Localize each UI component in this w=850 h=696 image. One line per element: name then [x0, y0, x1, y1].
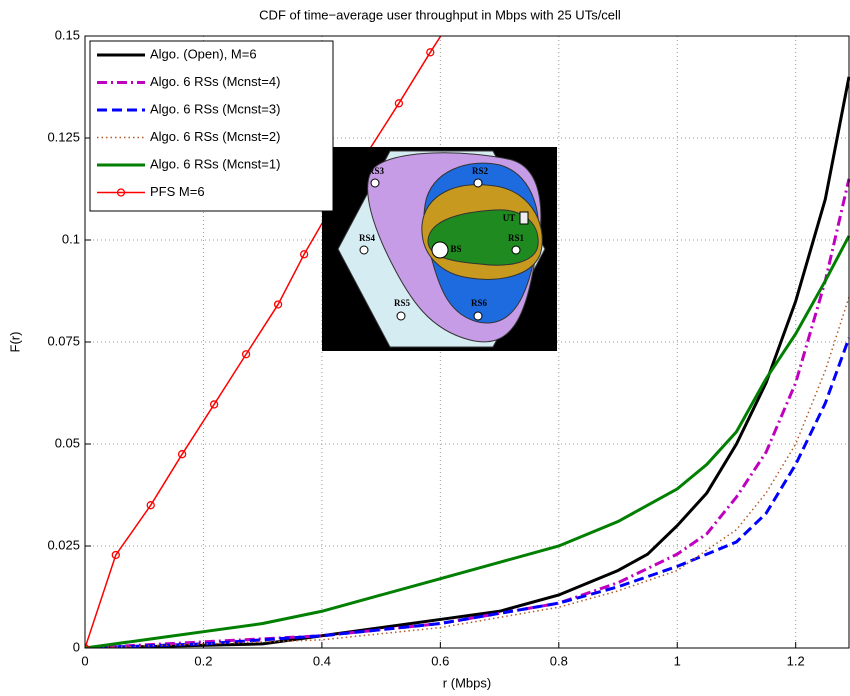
point-marker: [426, 48, 435, 57]
legend-label: Algo. 6 RSs (Mcnst=1): [150, 156, 280, 171]
legend-label: Algo. 6 RSs (Mcnst=3): [150, 101, 280, 116]
series-line: [85, 296, 850, 648]
series-line: [85, 36, 442, 648]
inset-diagram: RS3 RS2 UT RS4 BS RS1 RS5 RS6: [322, 147, 557, 351]
y-tick-label: 0.1: [62, 231, 80, 246]
point-marker: [111, 550, 120, 560]
point-marker: [241, 350, 251, 359]
series-line: [85, 235, 850, 648]
legend-label: Algo. (Open), M=6: [150, 46, 257, 61]
x-tick-label: 1: [674, 653, 681, 668]
legend-label: Algo. 6 RSs (Mcnst=4): [150, 74, 280, 89]
inset-label: RS6: [471, 298, 488, 308]
series-line: [85, 337, 850, 648]
axes-frame: [84, 35, 850, 649]
legend-marker: [116, 188, 126, 197]
inset-label: RS1: [508, 233, 525, 243]
chart-title: CDF of time−average user throughput in M…: [259, 7, 621, 22]
legend: Algo. (Open), M=6 Algo. 6 RSs (Mcnst=4) Al…: [89, 40, 334, 212]
y-tick-label: 0.05: [55, 435, 80, 450]
x-tick-label: 0: [81, 653, 88, 668]
legend-label: PFS M=6: [150, 184, 205, 199]
inset-label: RS4: [359, 233, 376, 243]
x-axis-label: r (Mbps): [443, 675, 491, 690]
y-tick-label: 0.025: [47, 537, 80, 552]
x-tick-label: 1.2: [787, 653, 805, 668]
y-tick-label: 0.125: [47, 129, 80, 144]
inset-label: RS2: [472, 166, 489, 176]
point-marker: [273, 300, 283, 309]
inset-label: RS5: [394, 298, 411, 308]
series-line: [85, 178, 850, 648]
x-tick-label: 0.6: [431, 653, 449, 668]
y-axis-label: F(r): [7, 332, 22, 353]
x-tick-label: 0.8: [550, 653, 568, 668]
x-tick-label: 0.2: [194, 653, 212, 668]
plot-lines: [85, 0, 850, 648]
point-marker: [458, 0, 465, 7]
legend-label: Algo. 6 RSs (Mcnst=2): [150, 129, 280, 144]
point-marker: [146, 501, 155, 510]
point-marker: [299, 250, 309, 259]
point-marker: [177, 450, 187, 459]
y-tick-label: 0: [73, 639, 80, 654]
y-tick-label: 0.15: [55, 27, 80, 42]
inset-label: UT: [503, 213, 516, 223]
x-tick-label: 0.4: [313, 653, 331, 668]
inset-label: BS: [450, 244, 461, 254]
inset-label: RS3: [368, 166, 385, 176]
y-tick-label: 0.075: [47, 333, 80, 348]
point-marker: [209, 400, 219, 409]
point-marker: [394, 99, 404, 108]
